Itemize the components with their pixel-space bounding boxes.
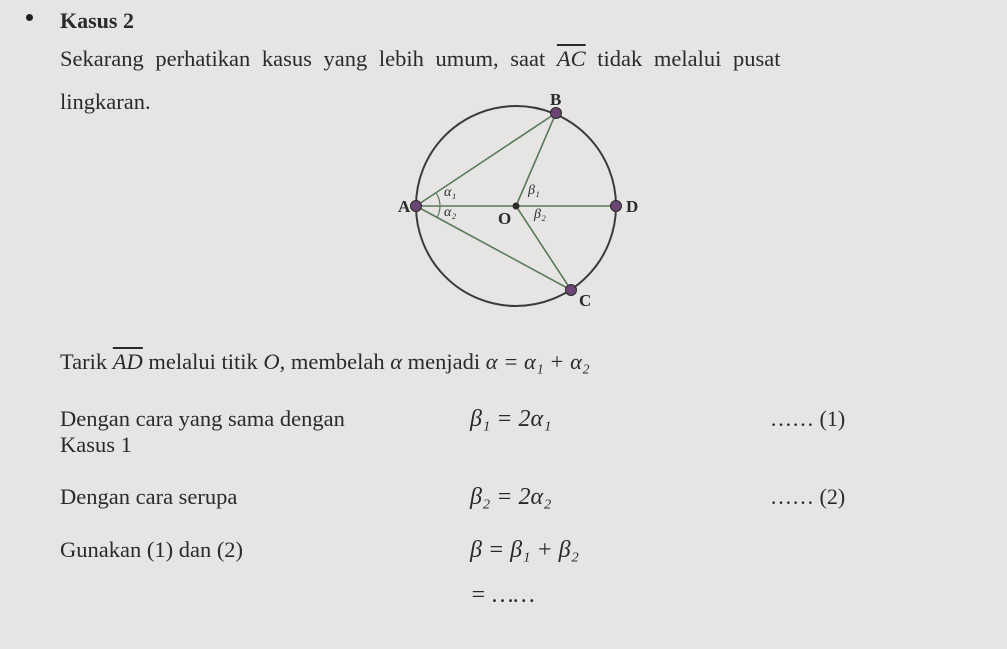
svg-text:A: A (398, 197, 411, 216)
eq3-left: Gunakan (1) dan (2) (60, 537, 470, 563)
segment-ad: AD (113, 349, 143, 374)
equation-row-1: Dengan cara yang sama dengan Kasus 1 β₁ … (60, 406, 971, 458)
case-title: Kasus 2 (60, 8, 971, 34)
svg-text:β₂: β₂ (533, 207, 546, 222)
tarik-4: menjadi (402, 349, 486, 374)
eq1-left: Dengan cara yang sama dengan Kasus 1 (60, 406, 470, 458)
alpha-eq: α = α₁ + α₂ (486, 349, 590, 374)
segment-ac: AC (557, 46, 586, 71)
tarik-1: Tarik (60, 349, 113, 374)
tarik-2: melalui titik (143, 349, 264, 374)
equation-row-3: Gunakan (1) dan (2) β = β₁ + β₂ (60, 537, 971, 564)
intro-part-3: lingkaran. (60, 89, 151, 114)
diagram-container: A B C D Oα₁ α₂ β₁ β₂ (60, 76, 971, 336)
point-o: O (263, 349, 279, 374)
tarik-3: , membelah (280, 349, 391, 374)
eq2-right: …… (2) (770, 484, 971, 510)
svg-text:α₂: α₂ (444, 205, 456, 220)
eq2-mid: β₂ = 2α₂ (470, 484, 770, 511)
eq1-right: …… (1) (770, 406, 971, 432)
eq-continue: = …… (470, 582, 770, 609)
svg-text:β₁: β₁ (527, 183, 540, 198)
intro-part-1: Sekarang perhatikan kasus yang lebih umu… (60, 46, 557, 71)
svg-text:D: D (626, 197, 638, 216)
eq2-left: Dengan cara serupa (60, 484, 470, 510)
circle-diagram: A B C D Oα₁ α₂ β₁ β₂ (366, 76, 666, 336)
eq1-left-1: Dengan cara yang sama dengan (60, 406, 345, 431)
svg-text:C: C (579, 291, 591, 310)
eq3-mid: β = β₁ + β₂ (470, 537, 770, 564)
tarik-line: Tarik AD melalui titik O, membelah α men… (60, 344, 971, 380)
svg-text:O: O (498, 209, 511, 228)
eq1-left-2: Kasus 1 (60, 432, 132, 457)
bullet (26, 14, 33, 21)
intro-part-2: tidak melalui pusat (586, 46, 781, 71)
eq1-mid: β₁ = 2α₁ (470, 406, 770, 433)
equation-row-2: Dengan cara serupa β₂ = 2α₂ …… (2) (60, 484, 971, 511)
svg-text:B: B (550, 90, 561, 109)
alpha: α (390, 349, 402, 374)
svg-text:α₁: α₁ (444, 185, 456, 200)
